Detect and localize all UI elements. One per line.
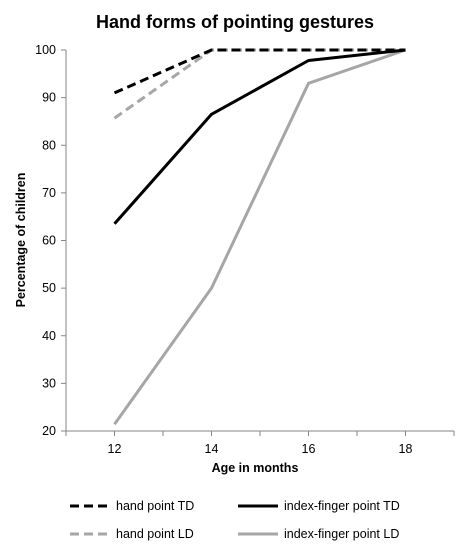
y-tick-label: 70 bbox=[42, 186, 56, 200]
chart-title: Hand forms of pointing gestures bbox=[96, 12, 374, 32]
y-tick-label: 30 bbox=[42, 376, 56, 390]
y-tick-label: 90 bbox=[42, 91, 56, 105]
y-tick-label: 50 bbox=[42, 281, 56, 295]
legend: hand point TD index-finger point TD hand p… bbox=[70, 499, 400, 541]
y-tick-label: 100 bbox=[35, 43, 56, 57]
plot-area: 20 30 40 50 60 70 80 90 100 12 14 16 18 bbox=[35, 43, 455, 456]
y-tick-label: 60 bbox=[42, 234, 56, 248]
legend-label: hand point TD bbox=[116, 499, 194, 513]
x-tick-label: 18 bbox=[399, 442, 413, 456]
series-line-index-finger-point-td bbox=[113, 48, 406, 225]
x-tick-label: 12 bbox=[108, 442, 122, 456]
series-line-hand-point-ld bbox=[113, 48, 406, 120]
series-line-index-finger-point-ld bbox=[113, 48, 406, 426]
legend-label: hand point LD bbox=[116, 527, 194, 541]
x-axis-label: Age in months bbox=[212, 461, 299, 475]
x-tick-label: 14 bbox=[205, 442, 219, 456]
series-line-hand-point-td bbox=[113, 48, 406, 95]
y-tick-label: 40 bbox=[42, 329, 56, 343]
legend-label: index-finger point LD bbox=[284, 527, 399, 541]
legend-label: index-finger point TD bbox=[284, 499, 400, 513]
y-axis-label: Percentage of children bbox=[14, 173, 28, 308]
y-tick-label: 20 bbox=[42, 424, 56, 438]
x-tick-label: 16 bbox=[302, 442, 316, 456]
y-tick-label: 80 bbox=[42, 138, 56, 152]
